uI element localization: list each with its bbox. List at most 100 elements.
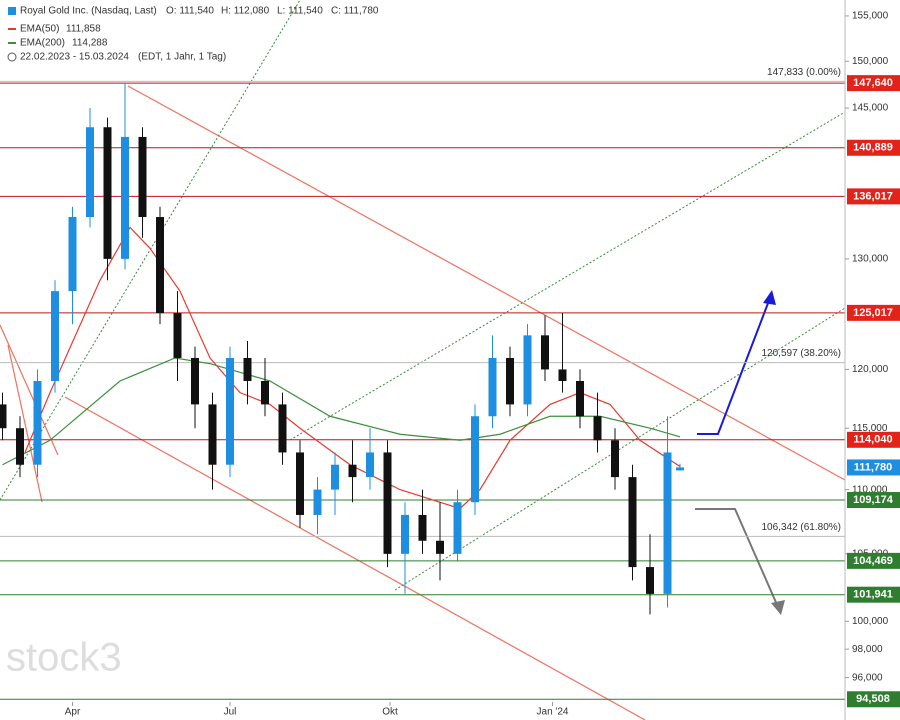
- legend-value: 114,288: [72, 38, 108, 49]
- symbol-icon: [8, 7, 16, 15]
- price-box-label: 109,174: [853, 494, 894, 506]
- candle-body: [208, 404, 217, 465]
- trend-line: [7, 344, 43, 503]
- candle-body: [488, 357, 497, 417]
- price-box-label: 140,889: [853, 142, 893, 154]
- candle-body: [628, 477, 637, 568]
- price-box: [847, 139, 900, 156]
- candle-body: [0, 404, 7, 429]
- price-box: [847, 304, 900, 321]
- candle-body: [331, 464, 339, 490]
- y-tick-label: 110,000: [852, 484, 888, 495]
- title: Royal Gold Inc. (Nasdaq, Last): [20, 6, 157, 17]
- legend-entry: EMA(50): [20, 24, 59, 35]
- candle-body: [453, 502, 462, 554]
- ohlc: L: 111,540: [277, 6, 323, 17]
- candle-body: [676, 467, 684, 471]
- arrow-head: [771, 600, 785, 615]
- candle-body: [611, 440, 619, 478]
- trend-line: [0, 324, 59, 456]
- price-box-label: 136,017: [853, 190, 893, 202]
- x-tick-label: Apr: [65, 707, 81, 718]
- ema-line: [2, 357, 681, 466]
- price-box-label: 125,017: [853, 307, 893, 319]
- candle-body: [418, 514, 427, 541]
- candle-body: [436, 540, 444, 554]
- candle-body: [173, 313, 182, 358]
- candle-body: [278, 404, 287, 453]
- plot: 147,833 (0.00%) 120,597 (38.20%) 106,342 (…: [0, 67, 845, 700]
- price-box-label: 94,508: [856, 693, 890, 705]
- ohlc: C: 111,780: [331, 6, 379, 17]
- price-box-label: 111,780: [854, 461, 893, 473]
- period-note: (EDT, 1 Jahr, 1 Tag): [138, 52, 226, 63]
- arrow-head: [763, 290, 776, 305]
- price-box: [847, 691, 900, 708]
- ohlc: O: 111,540: [166, 6, 214, 17]
- drawings: [0, 0, 846, 720]
- candle-body: [506, 357, 514, 405]
- y-tick-label: 98,000: [852, 644, 883, 655]
- candle-body: [121, 136, 129, 259]
- candle-body: [86, 127, 94, 218]
- trend-line: [394, 307, 846, 591]
- candle-body: [646, 567, 654, 594]
- y-tick-label: 100,000: [852, 616, 889, 627]
- candle-body: [51, 291, 59, 381]
- candle-body: [261, 380, 269, 405]
- candle-body: [103, 127, 112, 259]
- y-tick-label: 145,000: [852, 103, 889, 114]
- candle-body: [138, 136, 147, 218]
- price-box: [847, 188, 900, 205]
- forecast-arrow: [697, 297, 771, 435]
- candle-body: [558, 369, 567, 381]
- candle-body: [401, 514, 409, 554]
- x-tick-label: Okt: [382, 707, 398, 718]
- y-tick-label: 96,000: [852, 672, 883, 683]
- candle-body: [156, 217, 164, 314]
- forecast-arrow: [695, 508, 779, 608]
- candle-body: [296, 452, 304, 515]
- trend-line: [289, 111, 846, 441]
- fib-label: 120,597 (38.20%): [761, 348, 841, 359]
- price-box: [847, 459, 900, 476]
- y-tick-label: 120,000: [852, 364, 889, 375]
- clock-icon: [7, 52, 17, 62]
- y-tick-label: 115,000: [852, 423, 888, 434]
- ohlc: H: 112,080: [221, 6, 270, 17]
- candle-body: [366, 452, 374, 478]
- price-box-label: 114,040: [853, 434, 892, 446]
- ema-line: [24, 226, 681, 510]
- price-box: [847, 75, 900, 92]
- trend-line: [127, 85, 846, 481]
- x-tick-label: Jan '24: [537, 707, 569, 718]
- candle-body: [576, 380, 584, 417]
- candle-body: [313, 489, 322, 515]
- period: 22.02.2023 - 15.03.2024: [20, 52, 129, 63]
- fib-label: 106,342 (61.80%): [761, 522, 841, 533]
- candle-body: [16, 428, 24, 465]
- price-box-label: 147,640: [853, 77, 893, 89]
- price-box-label: 101,941: [853, 589, 893, 601]
- header: Royal Gold Inc. (Nasdaq, Last) O: 111,54…: [7, 6, 379, 63]
- candle-body: [348, 464, 357, 478]
- candle-body: [593, 416, 602, 441]
- watermark: stock3: [6, 636, 122, 680]
- candle-body: [541, 335, 549, 370]
- candle-body: [33, 380, 42, 465]
- candle-body: [383, 452, 392, 554]
- price-box: [847, 431, 900, 448]
- candle-body: [191, 357, 199, 405]
- x-tick-label: Jul: [224, 707, 237, 718]
- candle-body: [68, 217, 77, 292]
- price-box: [847, 552, 900, 569]
- candle-body: [243, 357, 252, 381]
- fib-label: 147,833 (0.00%): [767, 67, 841, 78]
- y-tick-label: 130,000: [852, 254, 889, 265]
- legend-swatch: [8, 28, 16, 30]
- legend-value: 111,858: [66, 24, 101, 35]
- price-box-label: 104,469: [853, 555, 893, 567]
- candle-body: [226, 357, 234, 465]
- candle-body: [523, 335, 532, 405]
